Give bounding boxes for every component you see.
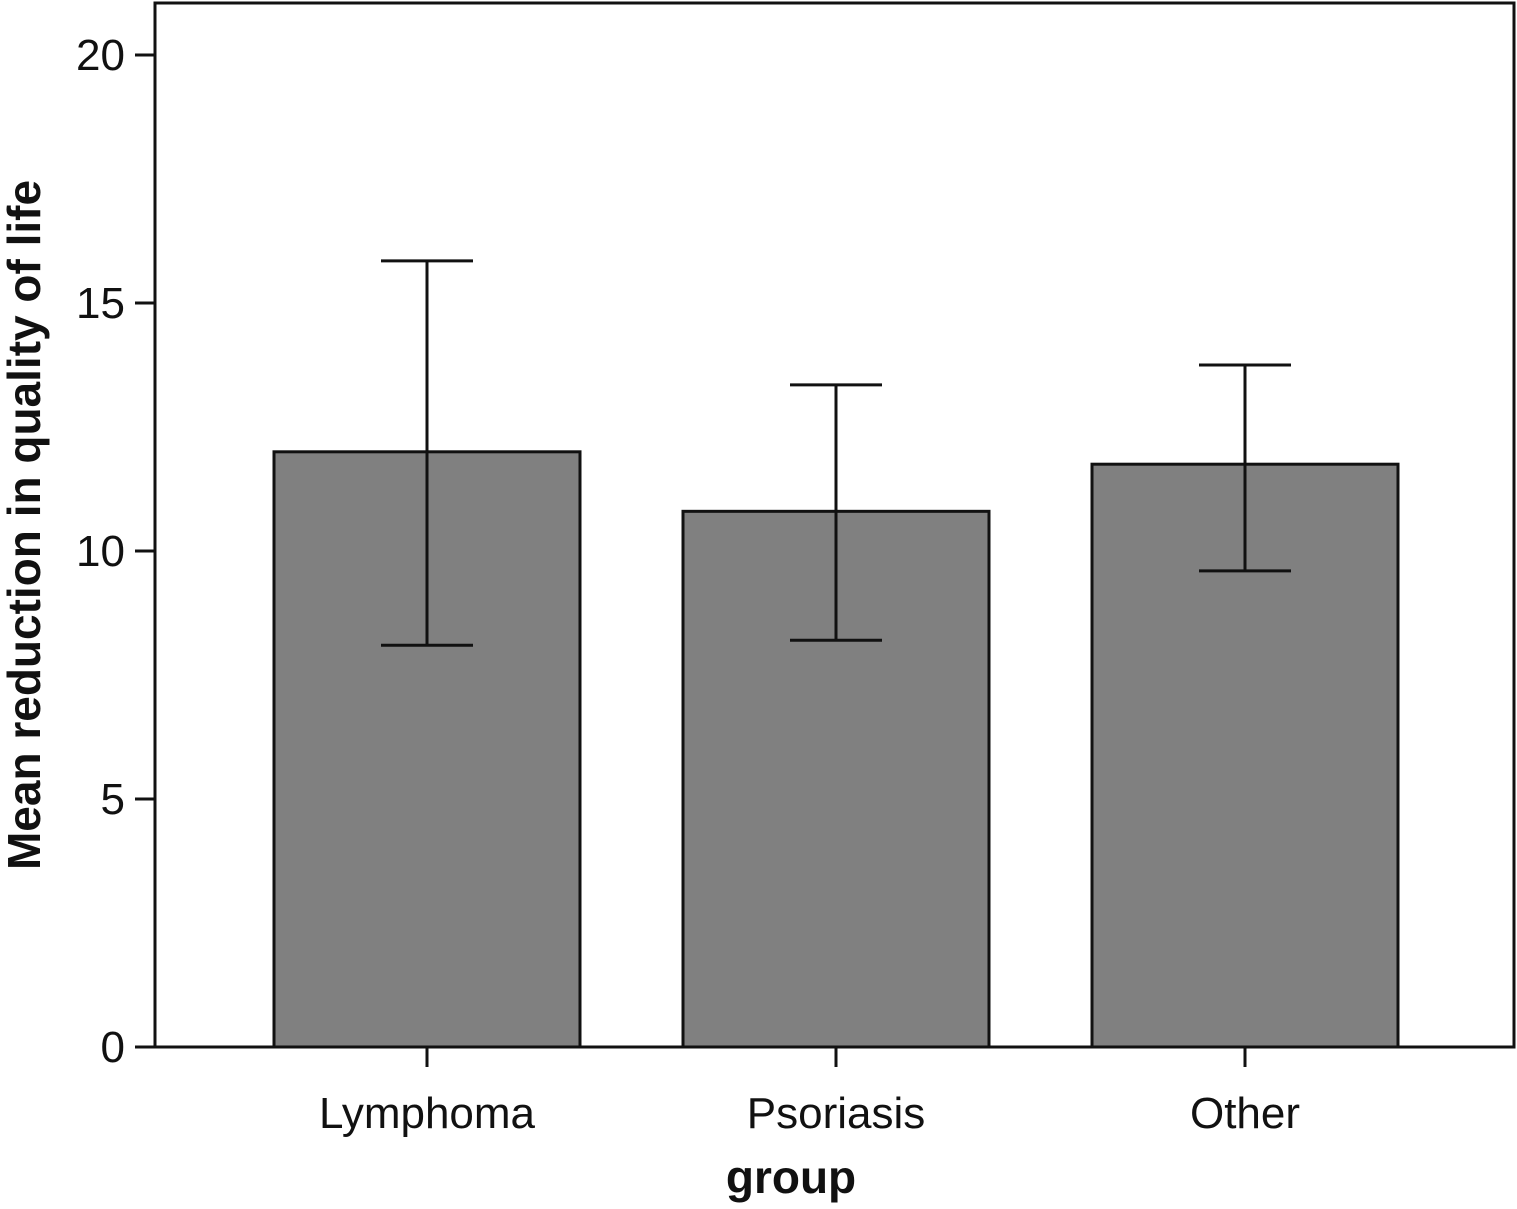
y-tick-label: 0 xyxy=(101,1023,125,1072)
y-tick-label: 5 xyxy=(101,775,125,824)
y-tick-label: 15 xyxy=(76,279,125,328)
y-tick-label: 10 xyxy=(76,527,125,576)
x-tick-label: Psoriasis xyxy=(747,1089,926,1138)
y-axis-title: Mean reduction in quality of life xyxy=(0,180,50,870)
x-tick-label: Other xyxy=(1190,1089,1300,1138)
x-axis-title: group xyxy=(726,1151,856,1203)
x-tick-label: Lymphoma xyxy=(319,1089,536,1138)
y-tick-label: 20 xyxy=(76,31,125,80)
